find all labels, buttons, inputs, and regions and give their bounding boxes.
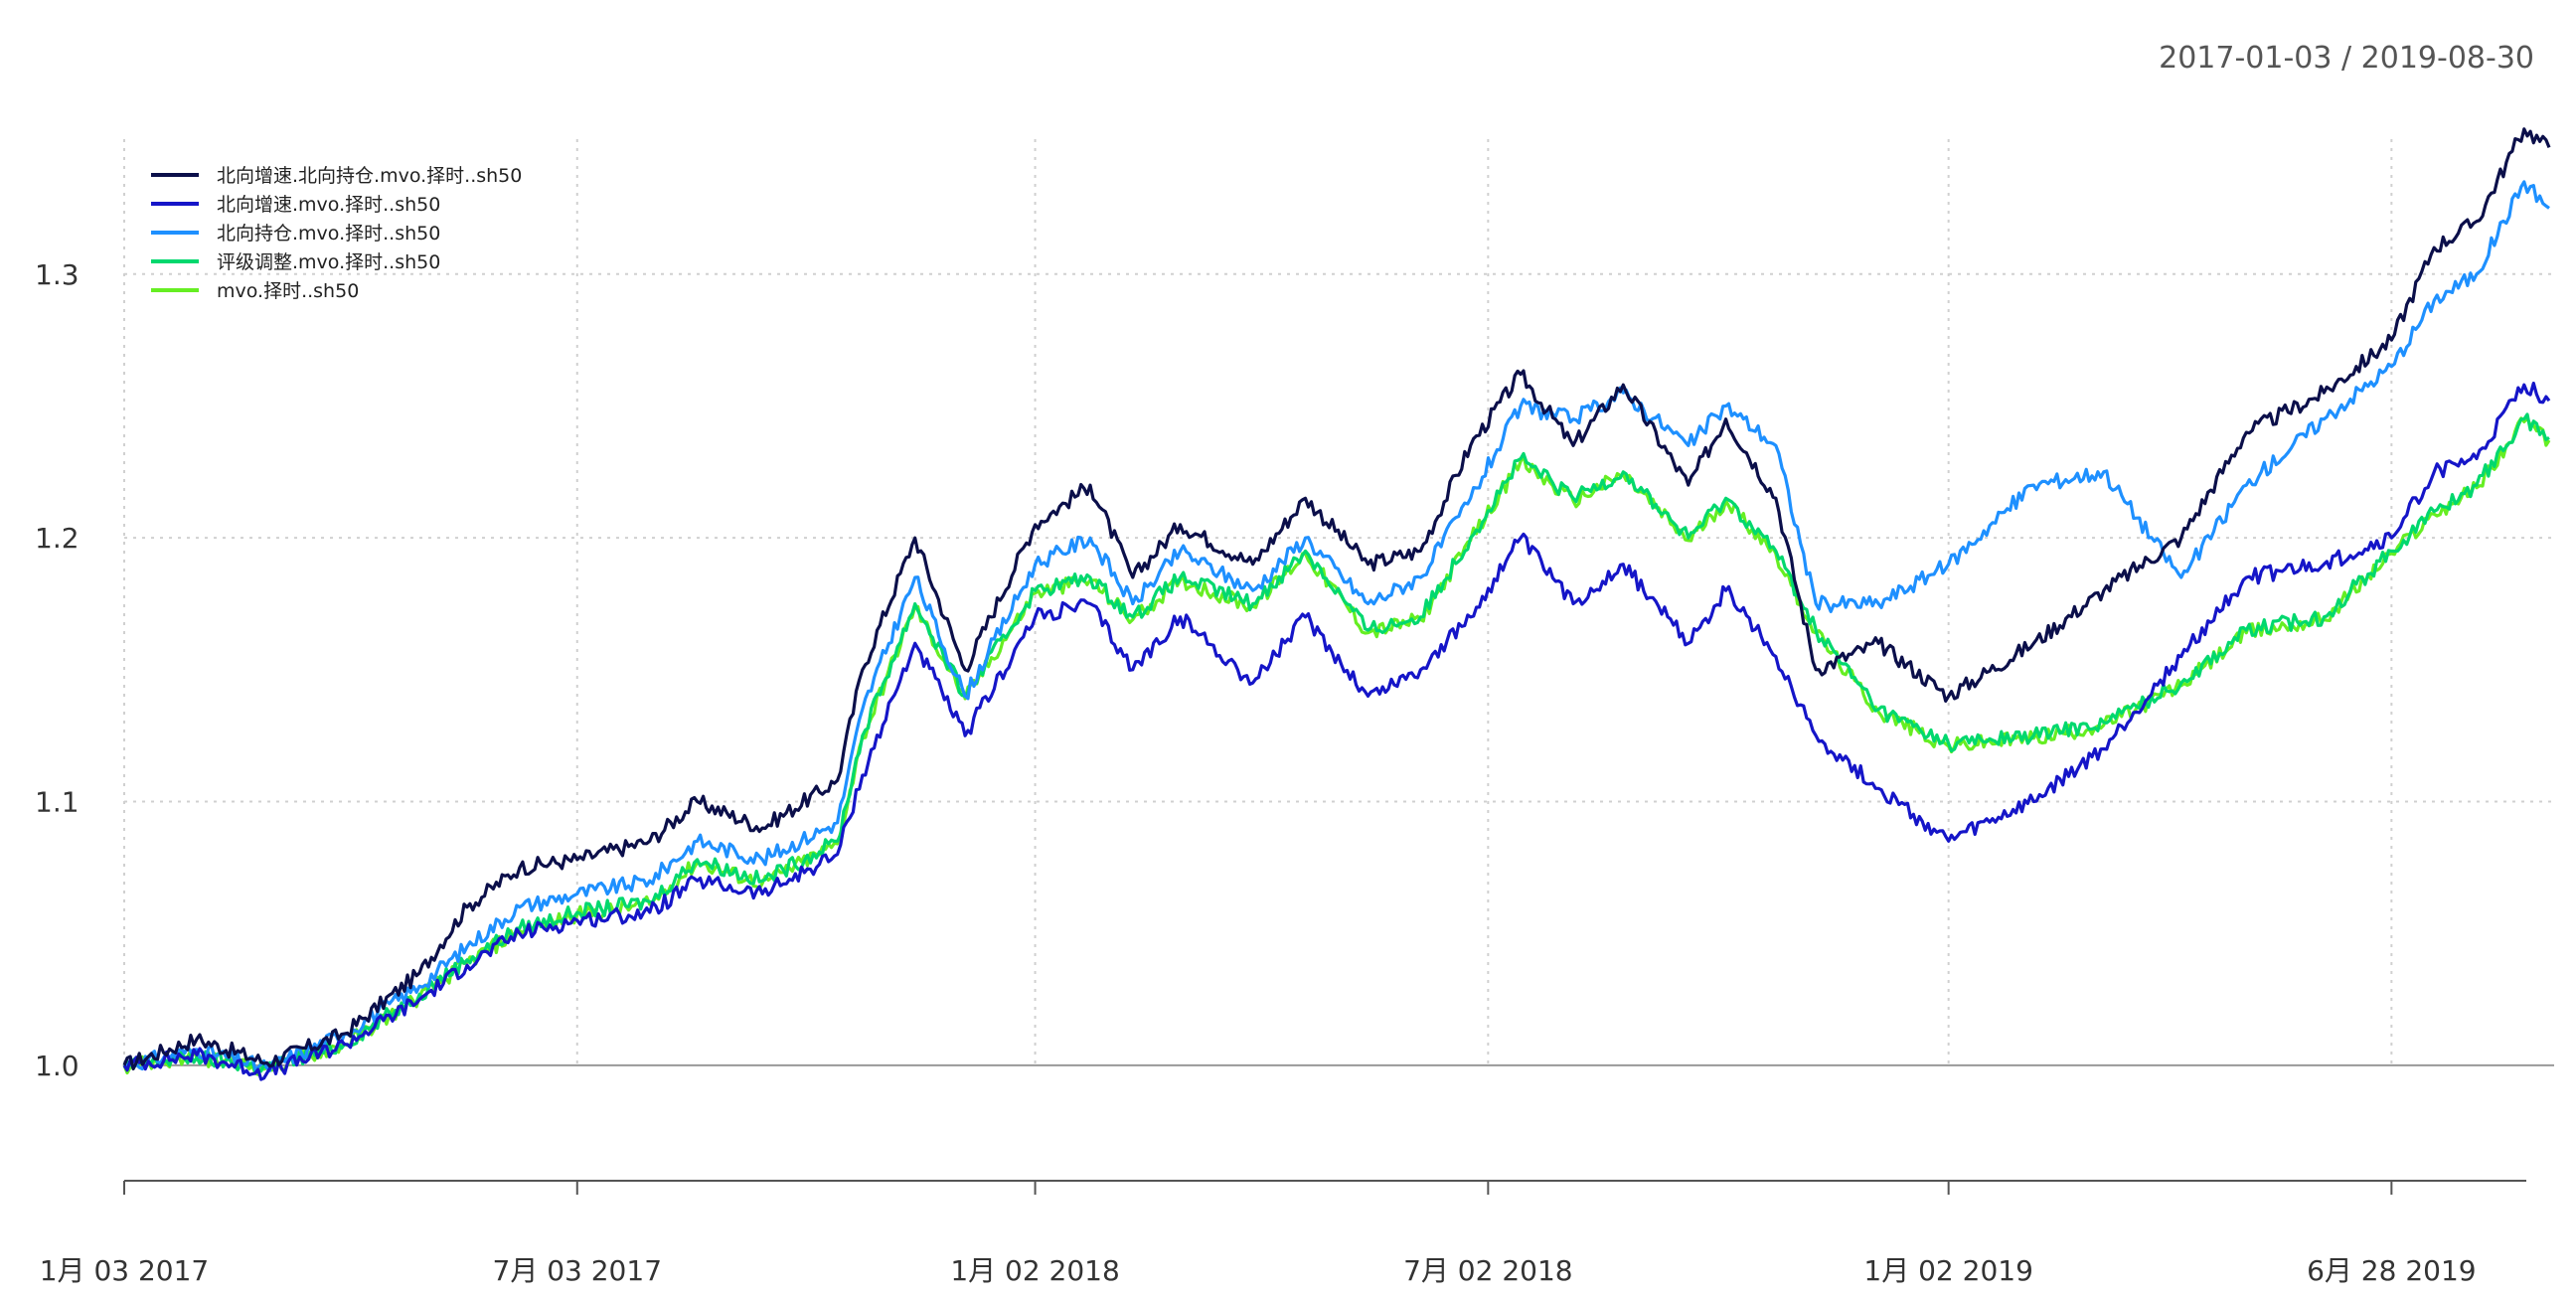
axes: 1.0 1.1 1.2 1.3 1月 03 2017 7月 03 2017 1月 02 20…: [35, 258, 2526, 1287]
grid: [123, 139, 2554, 1066]
legend: 北向增速.北向持仓.mvo.择时..sh50 北向增速.mvo.择时..sh50 北…: [151, 165, 522, 302]
legend-label-3: 评级调整.mvo.择时..sh50: [217, 251, 440, 273]
series-line-0: [122, 127, 2551, 1071]
y-tick-label: 1.3: [35, 258, 80, 291]
x-tick-label: 1月 02 2019: [1863, 1254, 2033, 1287]
legend-label-0: 北向增速.北向持仓.mvo.择时..sh50: [217, 165, 522, 187]
series-lines: [122, 127, 2551, 1081]
series-line-2: [123, 180, 2550, 1072]
legend-label-2: 北向持仓.mvo.择时..sh50: [217, 223, 440, 244]
date-range-label: 2017-01-03 / 2019-08-30: [2159, 41, 2534, 76]
series-line-4: [122, 416, 2551, 1076]
series-line-3: [122, 412, 2550, 1074]
legend-label-4: mvo.择时..sh50: [217, 280, 359, 302]
x-tick-label: 1月 02 2018: [950, 1254, 1120, 1287]
y-tick-label: 1.2: [35, 522, 80, 555]
x-tick-label: 1月 03 2017: [40, 1254, 210, 1287]
series-line-1: [122, 382, 2551, 1081]
legend-label-1: 北向增速.mvo.择时..sh50: [217, 194, 440, 216]
y-tick-label: 1.1: [35, 786, 80, 819]
x-tick-label: 7月 02 2018: [1403, 1254, 1573, 1287]
x-tick-label: 6月 28 2019: [2307, 1254, 2477, 1287]
y-tick-label: 1.0: [35, 1050, 80, 1082]
x-tick-label: 7月 03 2017: [493, 1254, 663, 1287]
